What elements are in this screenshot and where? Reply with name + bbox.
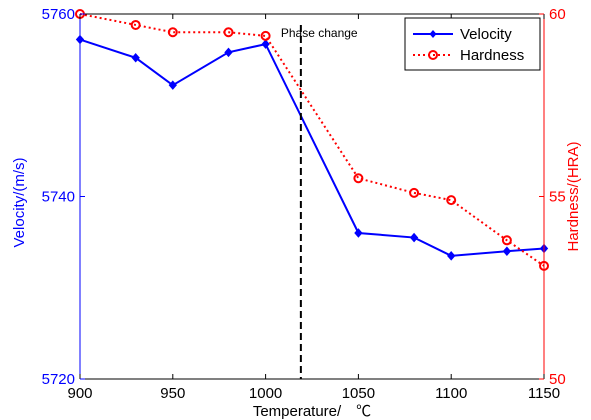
data-point — [167, 27, 178, 38]
right-y-tick-label: 50 — [549, 371, 566, 388]
x-tick-label: 950 — [160, 385, 185, 402]
data-point — [446, 195, 457, 206]
data-point — [501, 235, 512, 246]
data-point — [224, 47, 233, 58]
data-point — [261, 39, 270, 49]
phase-change-label: Phase change — [281, 26, 358, 40]
left-y-tick-label: 5720 — [42, 371, 75, 388]
data-point — [353, 173, 364, 184]
legend-marker-velocity — [429, 30, 437, 38]
x-tick-label: 900 — [67, 385, 92, 402]
data-point — [409, 187, 420, 198]
data-point — [168, 80, 177, 90]
right-y-tick-label: 60 — [549, 6, 566, 23]
series-line-hardness — [79, 13, 545, 267]
left-y-tick-label: 5740 — [42, 189, 75, 206]
right-y-tick-label: 55 — [549, 189, 566, 206]
data-point — [502, 246, 512, 257]
legend: Velocity Hardness — [404, 17, 541, 71]
legend-label-velocity: Velocity — [460, 26, 512, 43]
data-point — [354, 228, 363, 238]
left-y-axis-label: Velocity/(m/s) — [11, 157, 28, 247]
right-y-axis-label: Hardness/(HRA) — [565, 141, 582, 251]
data-point — [223, 27, 234, 38]
data-point — [130, 19, 141, 30]
left-y-tick-label: 5760 — [42, 6, 75, 23]
x-tick-label: 1150 — [528, 385, 560, 402]
data-point — [447, 251, 456, 261]
data-point — [260, 30, 271, 41]
series-hardness — [75, 9, 549, 271]
series-velocity — [75, 34, 549, 261]
axis-ticks: 900 950 1000 1050 1100 1150 5720 5740 5760 50 55 60 — [42, 6, 566, 402]
x-tick-label: 1100 — [435, 385, 467, 402]
series-line-velocity — [79, 38, 545, 257]
x-axis-label: Temperature/ ℃ — [253, 403, 371, 420]
phase-change-annotation: Phase change — [281, 25, 358, 379]
data-point — [131, 53, 140, 63]
legend-marker-hardness — [428, 50, 438, 60]
chart-marks — [75, 9, 549, 271]
legend-box — [404, 17, 541, 71]
x-tick-label: 1050 — [342, 385, 375, 402]
data-point — [409, 232, 419, 243]
x-tick-label: 1000 — [249, 385, 282, 402]
legend-label-hardness: Hardness — [460, 47, 524, 64]
